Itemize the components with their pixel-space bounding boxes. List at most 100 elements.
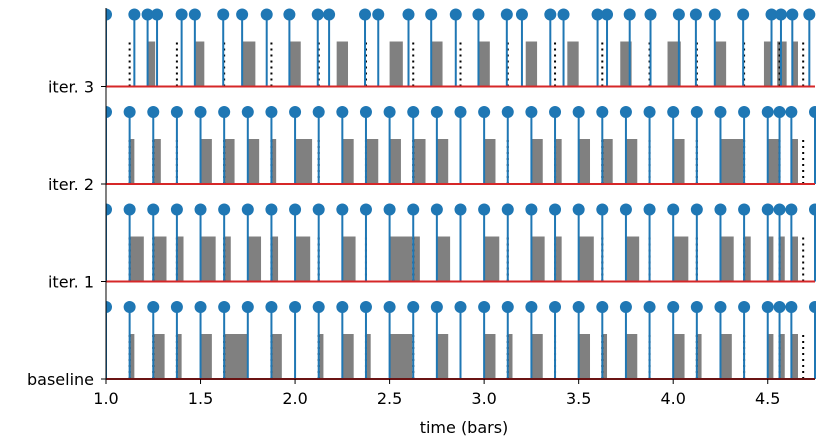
duration-bar: [507, 334, 513, 379]
stem-marker: [619, 301, 632, 313]
stem-marker: [714, 203, 727, 216]
duration-bar: [555, 139, 562, 184]
stem-marker: [549, 203, 562, 216]
duration-bar: [200, 236, 216, 282]
stem-marker: [501, 106, 514, 118]
stem-marker: [549, 106, 562, 118]
stem-marker: [738, 301, 751, 313]
duration-bar: [673, 236, 689, 282]
duration-bar: [625, 334, 638, 379]
duration-bar: [667, 41, 681, 87]
stem-marker: [643, 106, 656, 118]
stem-marker: [667, 203, 680, 216]
duration-bar: [791, 334, 798, 379]
stem-marker: [689, 8, 702, 21]
stem-marker: [690, 203, 703, 216]
stem-marker: [336, 203, 349, 216]
stem-marker: [383, 203, 396, 216]
duration-bar: [625, 139, 638, 184]
stem-marker: [601, 8, 614, 21]
duration-bar: [413, 139, 426, 184]
stem-marker: [672, 8, 685, 21]
duration-bar: [431, 41, 443, 87]
stem-marker: [596, 301, 609, 313]
duration-bar: [567, 41, 579, 87]
stem-marker: [147, 301, 160, 313]
duration-bar: [602, 334, 608, 379]
duration-bar: [129, 139, 135, 184]
x-tick-label: 2.0: [282, 389, 307, 408]
duration-bar: [271, 139, 277, 184]
stem-marker: [106, 203, 112, 216]
stem-marker: [407, 203, 420, 216]
duration-bar: [342, 334, 354, 379]
stem-marker: [194, 301, 207, 313]
row-group: [106, 8, 816, 88]
stem-marker: [619, 203, 632, 216]
stem-marker: [478, 203, 491, 216]
stem-marker: [430, 301, 443, 313]
stem-marker: [761, 106, 774, 118]
stem-marker: [596, 106, 609, 118]
duration-bar: [342, 236, 356, 282]
axes: baseline iter. 1 iter. 2 iter. 3 1.0 1.5 2.0 2.…: [27, 8, 815, 408]
stem-marker: [106, 8, 112, 21]
stem-marker: [289, 106, 302, 118]
duration-bar: [478, 41, 490, 87]
duration-bar: [720, 334, 732, 379]
stem-marker: [312, 106, 325, 118]
stem-marker: [785, 106, 798, 118]
stem-marker: [773, 203, 786, 216]
stem-marker: [773, 301, 786, 313]
stem-marker: [323, 8, 336, 21]
stem-marker: [596, 203, 609, 216]
stem-marker: [194, 203, 207, 216]
duration-bar: [176, 334, 182, 379]
duration-bar: [413, 236, 420, 282]
duration-bar: [531, 236, 545, 282]
stem-marker: [218, 203, 231, 216]
duration-bar: [247, 139, 260, 184]
duration-bar: [578, 139, 591, 184]
stem-marker: [359, 8, 372, 21]
x-tick-label: 3.0: [471, 389, 496, 408]
stem-marker: [525, 106, 538, 118]
stem-marker: [454, 106, 467, 118]
x-tick-label: 1.0: [93, 389, 118, 408]
duration-bar: [767, 236, 774, 282]
stem-marker: [147, 106, 160, 118]
stem-marker: [667, 106, 680, 118]
stem-marker: [472, 8, 485, 21]
duration-bar: [484, 236, 500, 282]
stem-marker: [372, 8, 385, 21]
stem-marker: [265, 301, 278, 313]
stem-marker: [359, 301, 372, 313]
duration-bar: [620, 41, 632, 87]
stem-marker: [170, 106, 183, 118]
stem-marker: [765, 8, 778, 21]
stem-marker: [407, 106, 420, 118]
stem-marker: [591, 8, 604, 21]
y-tick-label: baseline: [27, 370, 94, 389]
y-tick-label: iter. 3: [48, 78, 94, 97]
duration-bar: [129, 236, 144, 282]
stem-marker: [194, 106, 207, 118]
duration-bar: [336, 41, 349, 87]
duration-bar: [763, 41, 772, 87]
duration-bar: [767, 139, 780, 184]
duration-bar: [767, 334, 774, 379]
stem-marker: [572, 203, 585, 216]
stem-marker: [289, 203, 302, 216]
duration-bar: [247, 236, 262, 282]
duration-bar: [295, 139, 313, 184]
stem-marker: [141, 8, 154, 21]
stem-marker: [260, 8, 273, 21]
stem-marker: [188, 8, 201, 21]
stem-marker: [737, 8, 750, 21]
stem-marker: [544, 8, 557, 21]
stem-marker: [643, 203, 656, 216]
stem-marker: [714, 301, 727, 313]
duration-bar: [436, 139, 449, 184]
duration-bar: [602, 139, 613, 184]
